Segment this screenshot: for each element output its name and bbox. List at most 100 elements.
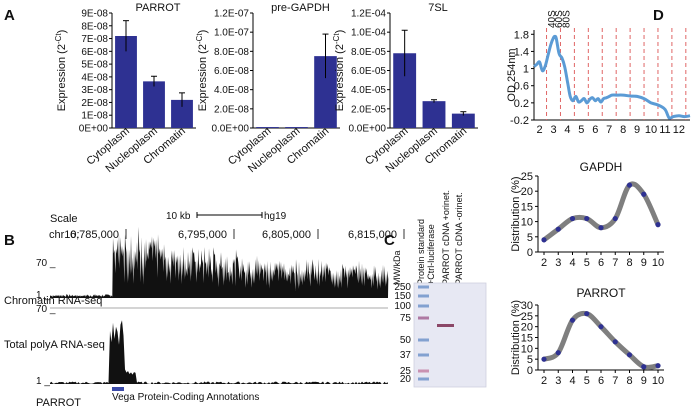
- data-point: [598, 225, 604, 231]
- y-tick-label: 1.8: [514, 29, 529, 41]
- coordinate-label: 6,815,000: [348, 229, 397, 241]
- lane-label-parrot-minus: PARROT cDNA -orinet.: [454, 192, 464, 285]
- coordinate-label: 6,805,000: [262, 229, 311, 241]
- parrot-gene-model: [112, 387, 124, 391]
- data-point: [541, 237, 547, 243]
- x-tick-label: 2: [541, 257, 547, 269]
- bar-chart-3: 7SL 0.0E+00 2.0E-05 4.0E-05 6.0E-05 8.0E-05 1.…: [332, 2, 478, 175]
- distribution-curve: [541, 181, 661, 243]
- track-max-chromatin: 70 _: [36, 258, 56, 269]
- data-point: [584, 311, 590, 317]
- y-tick-label: 15: [521, 201, 533, 213]
- bar: [285, 127, 308, 128]
- scale-bar-label: 10 kb: [166, 211, 191, 222]
- y-tick-label: 0.0E+00: [348, 124, 386, 135]
- x-tick-label: 4: [569, 257, 575, 269]
- y-tick-label: 20: [521, 186, 533, 198]
- y-tick-label: 9E-08: [81, 9, 108, 20]
- bar: [143, 81, 165, 128]
- x-tick-label: 3: [555, 375, 561, 387]
- y-tick-label: 4E-08: [81, 72, 108, 83]
- marker-label: 50: [400, 335, 412, 346]
- data-point: [541, 356, 547, 362]
- track-min-chromatin: 1 _: [36, 290, 50, 301]
- panel-label-b: B: [4, 232, 15, 249]
- y-tick-label: 0.6: [514, 81, 529, 93]
- assembly-label: hg19: [264, 211, 287, 222]
- track-max-polya: 70 _: [36, 304, 56, 315]
- x-tick-label: 5: [578, 124, 584, 136]
- chart-title: PARROT: [135, 2, 180, 14]
- x-tick-label: 7: [612, 375, 618, 387]
- x-tick-label: 8: [626, 375, 632, 387]
- y-tick-label: 4.0E-05: [351, 85, 386, 96]
- lane-label-parrot-plus: PARROT cDNA +orinet.: [441, 190, 451, 285]
- panel-label-c: C: [384, 232, 395, 249]
- x-tick-label: 3: [550, 124, 556, 136]
- y-axis-label: Expression (2-Ct): [332, 30, 346, 112]
- marker-band: [418, 338, 429, 342]
- bar: [314, 56, 337, 128]
- marker-band: [418, 316, 429, 320]
- x-tick-label: 10: [652, 257, 664, 269]
- x-tick-label: 4: [564, 124, 570, 136]
- y-tick-label: 1: [523, 64, 529, 76]
- lane-label-protein-standard: Protein standard: [416, 219, 426, 285]
- coordinate-label: 6,785,000: [70, 229, 119, 241]
- bar: [393, 53, 417, 128]
- x-tick-label: 8: [626, 257, 632, 269]
- y-tick-label: -0.2: [510, 115, 529, 127]
- chart-title: pre-GAPDH: [271, 2, 330, 14]
- y-tick-label: 20: [521, 322, 533, 334]
- x-tick-label: 7: [606, 124, 612, 136]
- y-axis-label-superscript: -Ct: [195, 33, 204, 44]
- y-tick-label: 0: [527, 365, 533, 377]
- coordinate-ruler: 6,785,000 6,795,000 6,805,000 6,815,000: [70, 229, 405, 241]
- od-trace: [533, 34, 691, 120]
- y-tick-label: 15: [521, 333, 533, 345]
- chromatin-rna-seq-signal: [50, 226, 389, 298]
- data-point: [641, 191, 647, 197]
- y-tick-label: 0.0E+00: [211, 124, 249, 135]
- track-name-polya: Total polyA RNA-seq: [4, 339, 105, 351]
- ribosome-peak-label: 60S: [554, 10, 565, 28]
- y-tick-label: 0.2: [514, 98, 529, 110]
- y-axis-label-superscript: -Ct: [332, 33, 341, 44]
- blot-membrane: [413, 282, 487, 388]
- y-tick-label: 6.0E-05: [351, 66, 386, 77]
- x-tick-label: 2: [541, 375, 547, 387]
- bar: [422, 101, 446, 128]
- data-point: [584, 215, 590, 222]
- x-tick-label: 7: [612, 257, 618, 269]
- marker-band: [418, 377, 429, 381]
- y-tick-label: 7E-08: [81, 34, 108, 45]
- x-tick-label: 11: [659, 124, 670, 136]
- y-tick-label: 6.0E-08: [214, 66, 249, 77]
- marker-label: 25: [400, 366, 412, 377]
- panel-label-a: A: [4, 7, 15, 24]
- y-tick-label: 10: [521, 343, 533, 355]
- marker-band: [418, 285, 429, 289]
- chart-title: GAPDH: [580, 160, 623, 174]
- y-tick-label: 2.0E-08: [214, 104, 249, 115]
- bar: [171, 99, 193, 128]
- marker-band: [418, 353, 429, 357]
- y-axis-label-close: ): [56, 30, 68, 34]
- panel-b-genome-browser: Scale chr10: 10 kb hg19 6,785,000 6,795,0…: [4, 211, 405, 409]
- bar: [115, 36, 137, 128]
- panel-label-d: D: [653, 7, 664, 24]
- marker-band: [418, 304, 429, 308]
- y-tick-label: 8.0E-08: [214, 47, 249, 58]
- y-tick-label: 0: [527, 247, 533, 259]
- y-axis-label-close: ): [197, 30, 209, 34]
- distribution-curve: [541, 310, 661, 370]
- x-tick-label: 9: [634, 124, 640, 136]
- y-tick-label: 8E-08: [81, 21, 108, 32]
- x-tick-label: 4: [569, 375, 575, 387]
- x-tick-label: 6: [598, 375, 604, 387]
- data-point: [655, 222, 661, 228]
